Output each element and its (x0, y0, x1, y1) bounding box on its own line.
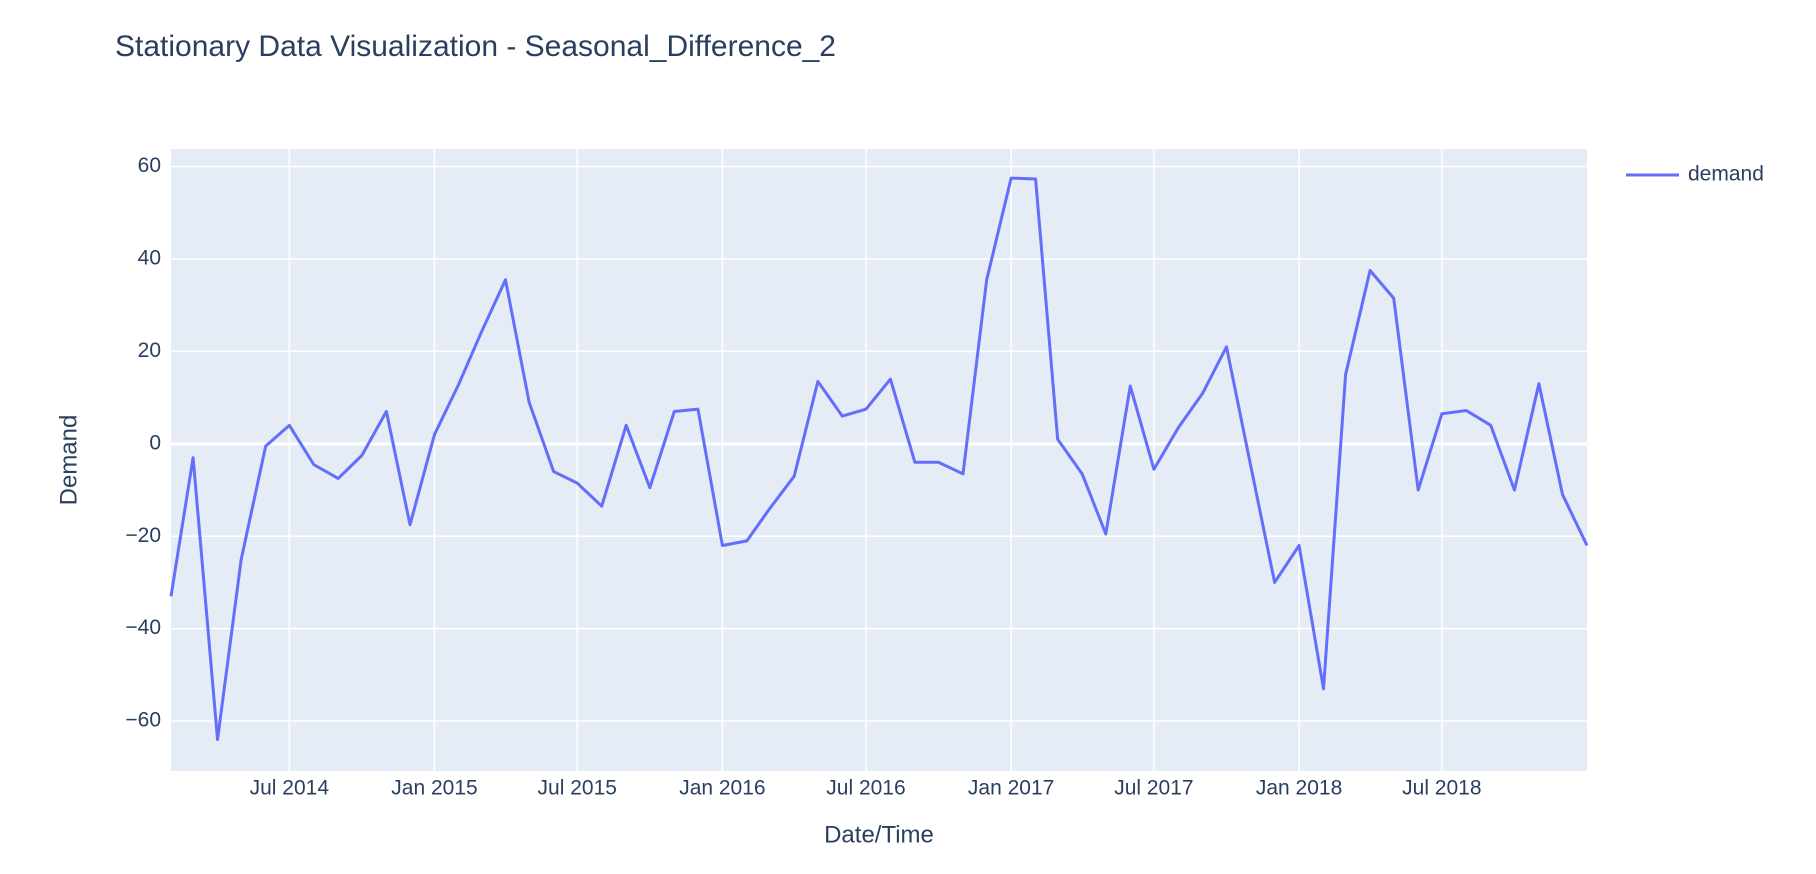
x-tick-label: Jul 2017 (1114, 777, 1193, 800)
y-tick-label: 40 (138, 247, 161, 270)
x-tick-label: Jul 2018 (1402, 777, 1481, 800)
x-axis-label: Date/Time (824, 821, 934, 848)
data-line (169, 176, 1589, 742)
y-tick-label: 0 (149, 431, 161, 454)
y-tick-label: −20 (125, 524, 161, 547)
x-tick-label: Jan 2016 (679, 777, 765, 800)
legend-label: demand (1688, 163, 1764, 186)
chart-title: Stationary Data Visualization - Seasonal… (115, 30, 836, 63)
x-tick-label: Jul 2016 (826, 777, 905, 800)
x-tick-label: Jan 2015 (391, 777, 477, 800)
y-tick-label: −40 (125, 616, 161, 639)
y-tick-label: −60 (125, 709, 161, 732)
x-tick-label: Jul 2015 (538, 777, 617, 800)
plot-area (171, 149, 1587, 771)
x-tick-label: Jan 2017 (968, 777, 1054, 800)
y-tick-label: 20 (138, 339, 161, 362)
x-tick-label: Jan 2018 (1256, 777, 1342, 800)
x-tick-label: Jul 2014 (250, 777, 330, 800)
y-tick-label: 60 (138, 154, 161, 177)
y-axis-label: Demand (55, 415, 82, 506)
